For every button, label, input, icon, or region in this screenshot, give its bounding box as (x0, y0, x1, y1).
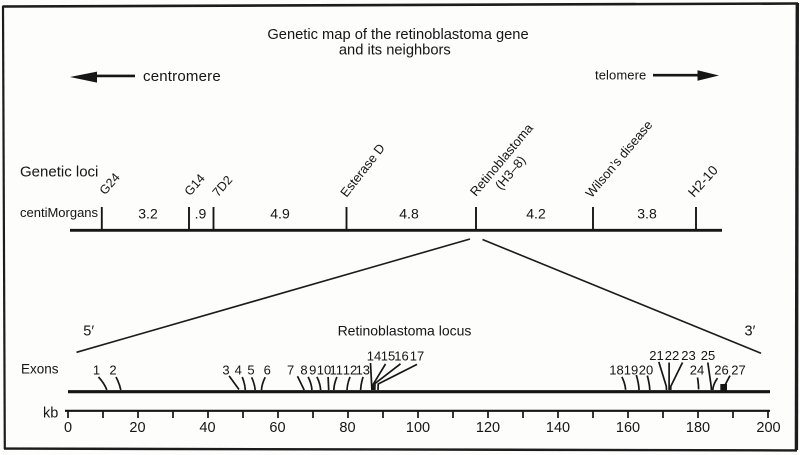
svg-text:15: 15 (381, 349, 395, 364)
svg-text:9: 9 (309, 363, 316, 378)
svg-text:7D2: 7D2 (210, 173, 236, 200)
svg-text:centromere: centromere (143, 68, 221, 85)
svg-text:5′: 5′ (83, 324, 94, 340)
svg-text:5: 5 (247, 363, 254, 378)
svg-text:.9: .9 (195, 206, 207, 222)
svg-text:160: 160 (616, 420, 640, 436)
svg-text:4.9: 4.9 (270, 206, 290, 222)
svg-text:centiMorgans: centiMorgans (20, 205, 99, 220)
svg-text:200: 200 (756, 420, 780, 436)
svg-text:25: 25 (701, 348, 715, 363)
svg-text:140: 140 (546, 420, 570, 436)
svg-text:telomere: telomere (595, 68, 646, 83)
svg-text:11: 11 (330, 363, 344, 378)
svg-text:Genetic map of the retinoblast: Genetic map of the retinoblastoma gene (267, 27, 528, 43)
svg-text:Exons: Exons (21, 362, 59, 377)
svg-text:3.8: 3.8 (637, 206, 657, 222)
svg-text:kb: kb (43, 406, 58, 422)
svg-text:1: 1 (93, 363, 100, 378)
svg-text:4: 4 (235, 363, 242, 378)
svg-text:18: 18 (609, 363, 623, 378)
svg-text:26: 26 (714, 363, 728, 378)
svg-text:27: 27 (731, 363, 745, 378)
svg-text:0: 0 (64, 420, 72, 436)
svg-text:4.2: 4.2 (526, 206, 546, 222)
svg-text:80: 80 (339, 420, 355, 436)
svg-text:13: 13 (356, 363, 370, 378)
svg-text:2: 2 (109, 363, 116, 378)
svg-text:Esterase D: Esterase D (337, 141, 388, 200)
svg-text:G24: G24 (97, 170, 123, 197)
svg-text:8: 8 (300, 363, 307, 378)
svg-text:Retinoblastoma locus: Retinoblastoma locus (338, 323, 472, 339)
svg-text:20: 20 (129, 420, 145, 436)
svg-text:7: 7 (287, 363, 294, 378)
svg-text:24: 24 (690, 363, 704, 378)
svg-text:120: 120 (476, 420, 500, 436)
svg-text:H2-10: H2-10 (685, 163, 721, 200)
svg-text:12: 12 (343, 363, 357, 378)
svg-text:20: 20 (639, 363, 653, 378)
svg-text:and its neighbors: and its neighbors (339, 43, 451, 59)
svg-text:40: 40 (199, 420, 215, 436)
svg-text:21: 21 (649, 348, 663, 363)
svg-text:180: 180 (686, 420, 710, 436)
svg-text:Wilson’s disease: Wilson’s disease (582, 117, 655, 200)
svg-text:23: 23 (681, 348, 695, 363)
svg-text:22: 22 (665, 348, 679, 363)
svg-text:4.8: 4.8 (399, 206, 419, 222)
svg-text:14: 14 (367, 349, 381, 364)
svg-text:16: 16 (394, 349, 408, 364)
svg-text:19: 19 (624, 363, 638, 378)
svg-text:10: 10 (317, 363, 331, 378)
svg-text:6: 6 (264, 363, 271, 378)
svg-text:3.2: 3.2 (138, 206, 158, 222)
svg-text:Genetic loci: Genetic loci (20, 164, 98, 181)
svg-text:G14: G14 (182, 171, 208, 198)
svg-text:60: 60 (269, 420, 285, 436)
svg-text:17: 17 (410, 349, 424, 364)
svg-text:3′: 3′ (745, 324, 756, 340)
svg-text:100: 100 (406, 420, 430, 436)
svg-text:3: 3 (222, 363, 229, 378)
